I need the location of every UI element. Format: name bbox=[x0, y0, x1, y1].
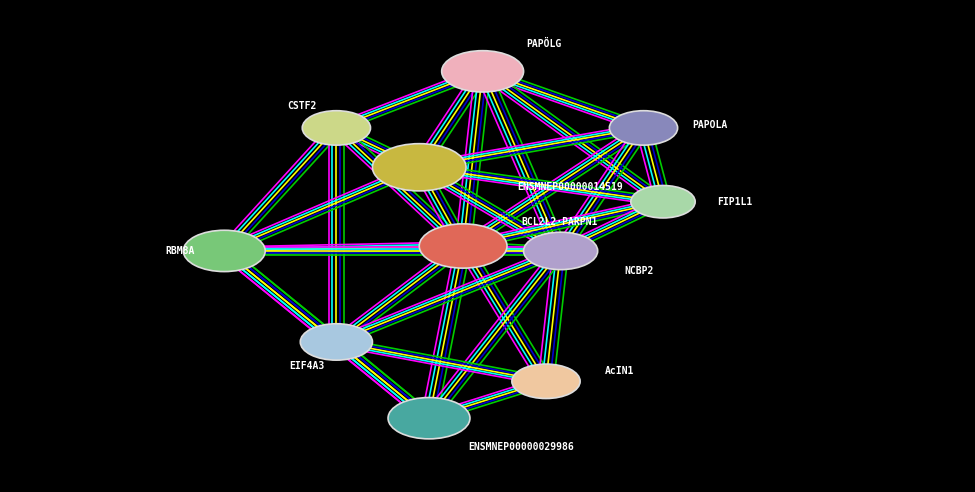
Text: BCL2L2·PARPN1: BCL2L2·PARPN1 bbox=[522, 217, 598, 227]
Text: ENSMNEP00000014519: ENSMNEP00000014519 bbox=[517, 182, 622, 192]
Circle shape bbox=[300, 324, 372, 360]
Circle shape bbox=[442, 51, 524, 92]
Text: FIP1L1: FIP1L1 bbox=[717, 197, 752, 207]
Circle shape bbox=[388, 398, 470, 439]
Circle shape bbox=[512, 364, 580, 399]
Text: PAPÖLG: PAPÖLG bbox=[526, 39, 562, 49]
Circle shape bbox=[631, 185, 695, 218]
Circle shape bbox=[372, 144, 466, 191]
Text: ENSMNEP00000029986: ENSMNEP00000029986 bbox=[468, 442, 573, 452]
Circle shape bbox=[302, 111, 370, 145]
Text: CSTF2: CSTF2 bbox=[288, 101, 317, 111]
Circle shape bbox=[183, 230, 265, 272]
Circle shape bbox=[609, 111, 678, 145]
Text: EIF4A3: EIF4A3 bbox=[290, 361, 325, 370]
Text: NCBP2: NCBP2 bbox=[624, 266, 653, 276]
Circle shape bbox=[419, 224, 507, 268]
Text: PAPOLA: PAPOLA bbox=[692, 121, 727, 130]
Text: RBM8A: RBM8A bbox=[166, 246, 195, 256]
Text: AcIN1: AcIN1 bbox=[604, 367, 634, 376]
Circle shape bbox=[524, 232, 598, 270]
